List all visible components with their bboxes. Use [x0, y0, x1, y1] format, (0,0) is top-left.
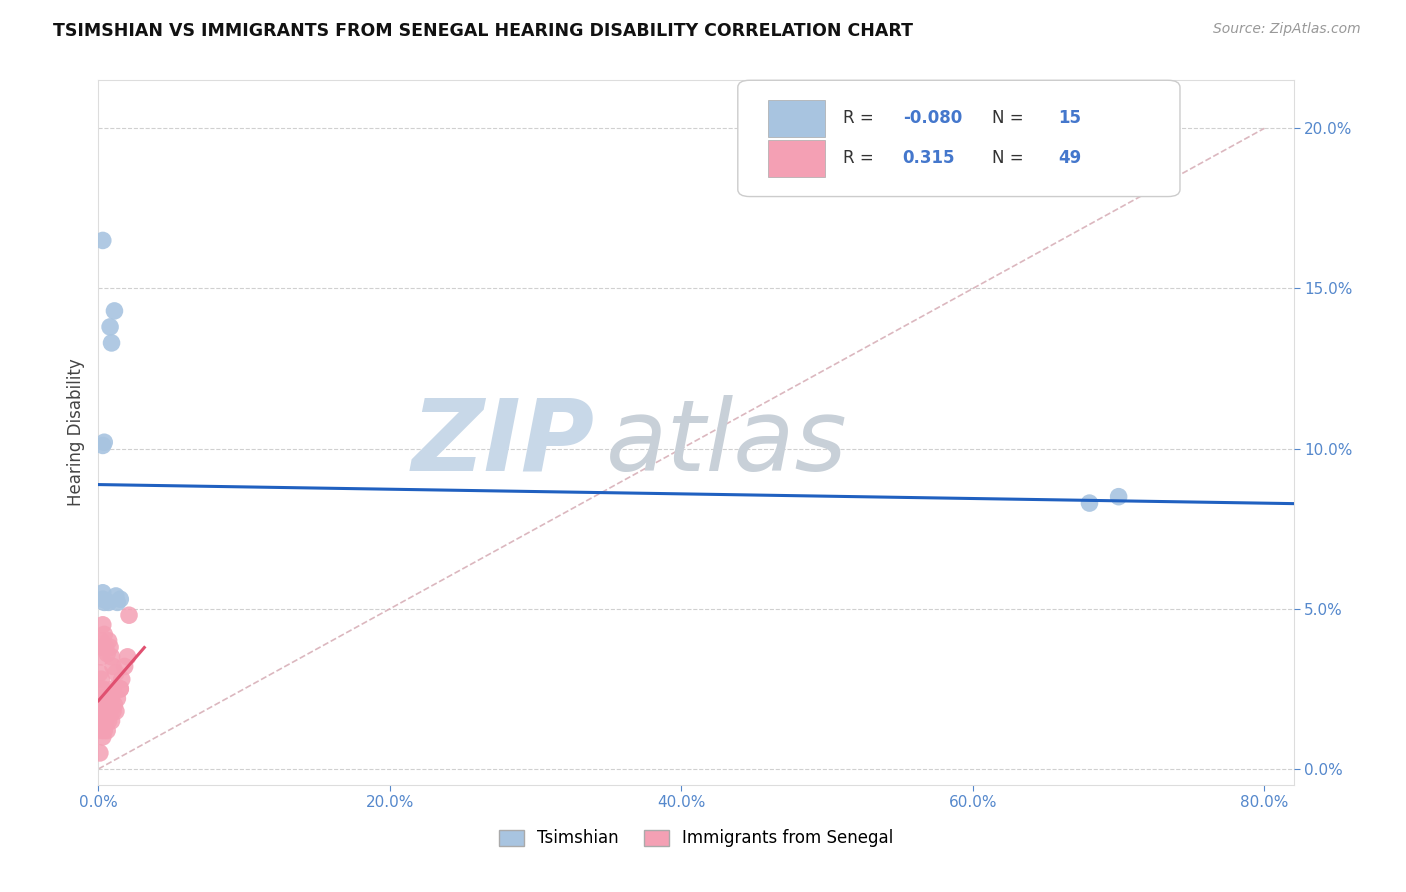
Point: [89, 746, 111, 760]
Text: R =: R =: [844, 110, 879, 128]
Point: [105, 595, 128, 609]
Point: [93, 704, 115, 718]
Point: [110, 681, 132, 696]
FancyBboxPatch shape: [738, 80, 1180, 196]
Point: [90, 691, 112, 706]
Point: [101, 681, 124, 696]
Point: [1078, 496, 1101, 510]
Point: [105, 691, 128, 706]
Text: 49: 49: [1059, 150, 1081, 168]
Point: [89, 681, 111, 696]
Point: [100, 335, 122, 350]
Point: [117, 649, 139, 664]
Text: -0.080: -0.080: [903, 110, 962, 128]
Point: [91, 234, 114, 248]
Point: [91, 714, 114, 728]
Point: [100, 691, 122, 706]
Point: [101, 704, 124, 718]
Point: [93, 723, 115, 738]
Text: 15: 15: [1059, 110, 1081, 128]
Point: [103, 698, 125, 712]
Point: [98, 319, 121, 334]
Text: ZIP: ZIP: [412, 394, 595, 491]
Point: [91, 617, 114, 632]
Point: [96, 723, 118, 738]
Point: [89, 704, 111, 718]
Legend: Tsimshian, Immigrants from Senegal: Tsimshian, Immigrants from Senegal: [492, 822, 900, 855]
Point: [104, 704, 127, 718]
Point: [118, 608, 141, 623]
Text: atlas: atlas: [606, 394, 848, 491]
Point: [91, 586, 114, 600]
Point: [114, 659, 136, 673]
Point: [90, 633, 112, 648]
Point: [90, 704, 112, 718]
Point: [104, 665, 127, 680]
Bar: [768, 100, 825, 136]
Text: N =: N =: [993, 150, 1029, 168]
Point: [90, 673, 112, 687]
Point: [94, 640, 117, 655]
Point: [90, 649, 112, 664]
Point: [110, 592, 132, 607]
Point: [103, 304, 125, 318]
Point: [89, 714, 111, 728]
Text: Source: ZipAtlas.com: Source: ZipAtlas.com: [1213, 22, 1361, 37]
Point: [1108, 490, 1130, 504]
Point: [89, 665, 111, 680]
Point: [100, 649, 122, 664]
Point: [94, 714, 117, 728]
Point: [97, 691, 120, 706]
Point: [110, 681, 132, 696]
Point: [89, 691, 111, 706]
Point: [91, 592, 114, 607]
Point: [94, 698, 117, 712]
Point: [100, 714, 122, 728]
Point: [98, 640, 121, 655]
Point: [97, 633, 120, 648]
Point: [97, 595, 120, 609]
Y-axis label: Hearing Disability: Hearing Disability: [67, 359, 86, 507]
Point: [96, 704, 118, 718]
Point: [104, 589, 127, 603]
Point: [98, 704, 121, 718]
Bar: [768, 140, 825, 177]
Point: [93, 595, 115, 609]
Point: [97, 714, 120, 728]
Point: [91, 698, 114, 712]
Point: [90, 723, 112, 738]
Point: [93, 627, 115, 641]
Point: [91, 640, 114, 655]
Point: [93, 691, 115, 706]
Point: [101, 659, 124, 673]
Text: R =: R =: [844, 150, 879, 168]
Point: [91, 730, 114, 744]
Text: N =: N =: [993, 110, 1029, 128]
Point: [91, 438, 114, 452]
Point: [91, 681, 114, 696]
Text: 0.315: 0.315: [903, 150, 955, 168]
Point: [111, 673, 134, 687]
Text: TSIMSHIAN VS IMMIGRANTS FROM SENEGAL HEARING DISABILITY CORRELATION CHART: TSIMSHIAN VS IMMIGRANTS FROM SENEGAL HEA…: [53, 22, 914, 40]
Point: [93, 435, 115, 450]
Point: [96, 647, 118, 661]
